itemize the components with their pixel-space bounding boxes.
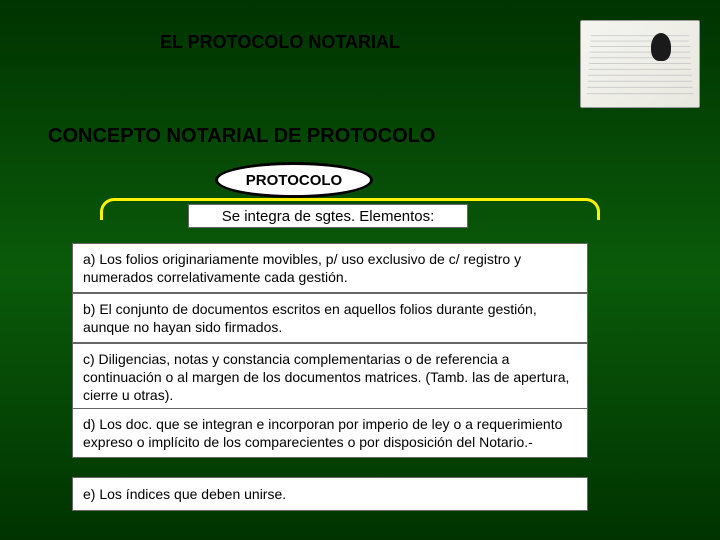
protocol-oval-label: PROTOCOLO [215,162,373,198]
slide-subtitle: CONCEPTO NOTARIAL DE PROTOCOLO [48,125,435,148]
list-item-d: d) Los doc. que se integran e incorporan… [72,408,588,458]
elements-intro-box: Se integra de sgtes. Elementos: [188,204,468,228]
list-item-b: b) El conjunto de documentos escritos en… [72,293,588,343]
list-item-a: a) Los folios originariamente movibles, … [72,243,588,293]
list-item-c: c) Diligencias, notas y constancia compl… [72,343,588,412]
slide-title: EL PROTOCOLO NOTARIAL [0,32,560,53]
book-ink-image [580,20,700,108]
list-item-e: e) Los índices que deben unirse. [72,477,588,511]
